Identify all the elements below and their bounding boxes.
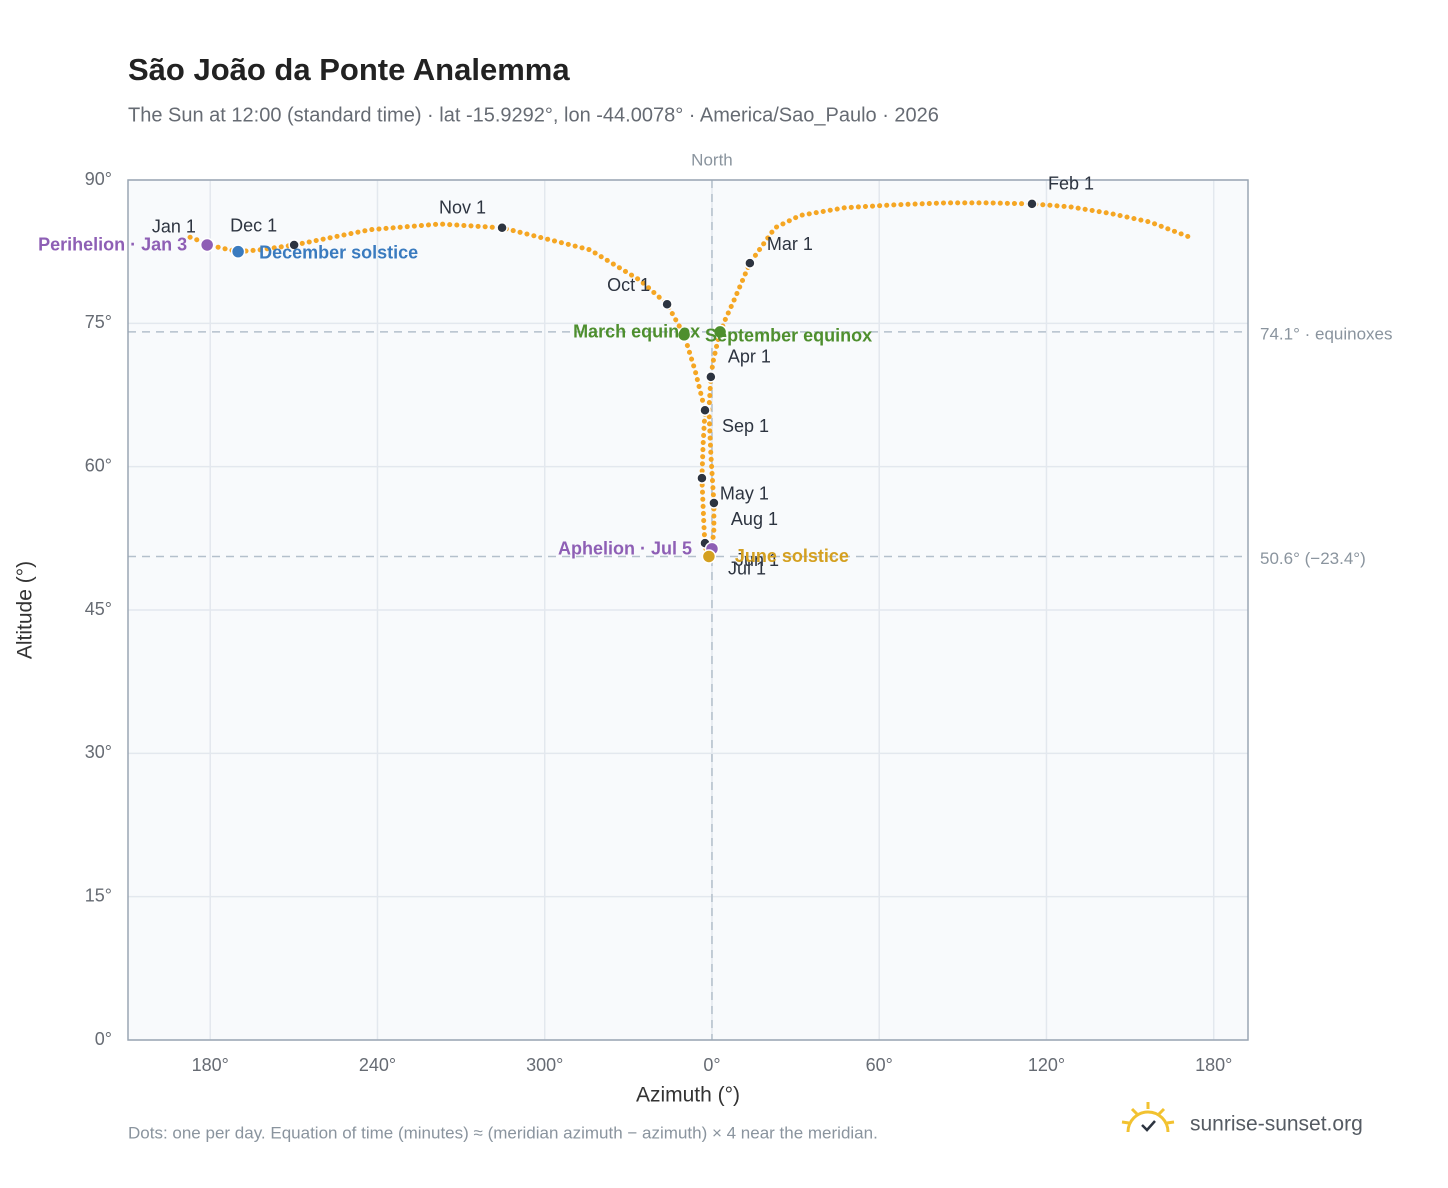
brand-logo	[1121, 1102, 1175, 1133]
footnote: Dots: one per day. Equation of time (min…	[128, 1123, 878, 1142]
y-tick-label: 0°	[95, 1029, 112, 1049]
x-tick-label: 120°	[1028, 1055, 1065, 1075]
y-tick-label: 30°	[85, 742, 112, 762]
y-tick-label: 75°	[85, 312, 112, 332]
month-marker	[708, 497, 720, 509]
month-marker	[705, 371, 717, 383]
plot-border	[127, 179, 1249, 1041]
analemma-curve	[185, 200, 1191, 559]
y-tick-label: 45°	[85, 599, 112, 619]
month-label: Jul 1	[728, 558, 766, 578]
month-marker	[696, 472, 708, 484]
event-label: March equinox	[573, 322, 700, 342]
event-label: June solstice	[735, 546, 849, 566]
chart-subtitle: The Sun at 12:00 (standard time) · lat -…	[128, 104, 939, 126]
brand: sunrise-sunset.org	[1190, 1113, 1363, 1136]
y-tick-label: 60°	[85, 455, 112, 475]
month-label: Apr 1	[728, 347, 771, 367]
month-marker	[661, 298, 673, 310]
x-tick-label: 180°	[1195, 1055, 1232, 1075]
month-marker	[1026, 198, 1038, 210]
month-marker	[496, 222, 508, 234]
x-tick-label: 300°	[526, 1055, 563, 1075]
reference-label: 74.1° · equinoxes	[1260, 324, 1393, 343]
y-axis-label: Altitude (°)	[14, 561, 37, 659]
x-axis-label: Azimuth (°)	[636, 1084, 740, 1107]
event-marker	[676, 327, 692, 343]
month-label: Aug 1	[731, 509, 778, 529]
month-marker	[699, 404, 711, 417]
y-tick-label: 90°	[85, 169, 112, 189]
x-tick-label: 60°	[866, 1055, 893, 1075]
event-label: December solstice	[259, 242, 418, 262]
x-tick-label: 0°	[703, 1055, 720, 1075]
month-label: Jun 1	[735, 550, 779, 570]
meridian-label: North	[691, 150, 733, 169]
x-tick-label: 240°	[359, 1055, 396, 1075]
event-label: September equinox	[705, 326, 872, 346]
month-label: Feb 1	[1048, 174, 1094, 194]
month-label: Dec 1	[230, 216, 277, 236]
chart-title: São João da Ponte Analemma	[128, 52, 570, 87]
event-marker	[230, 244, 246, 259]
month-label: Nov 1	[439, 198, 486, 218]
reference-label: 50.6° (−23.4°)	[1260, 549, 1366, 568]
event-marker	[712, 324, 728, 340]
month-label: May 1	[720, 484, 769, 504]
month-label: Oct 1	[607, 275, 650, 295]
month-label: Sep 1	[722, 416, 769, 436]
month-marker	[744, 257, 756, 269]
month-marker	[288, 239, 300, 251]
y-tick-label: 15°	[85, 885, 112, 905]
month-label: Mar 1	[767, 234, 813, 254]
event-marker	[701, 549, 717, 564]
event-label: Perihelion · Jan 3	[38, 235, 187, 255]
x-tick-label: 180°	[192, 1055, 229, 1075]
event-marker	[199, 237, 215, 253]
event-label: Aphelion · Jul 5	[558, 539, 692, 559]
month-label: Jan 1	[152, 217, 196, 237]
